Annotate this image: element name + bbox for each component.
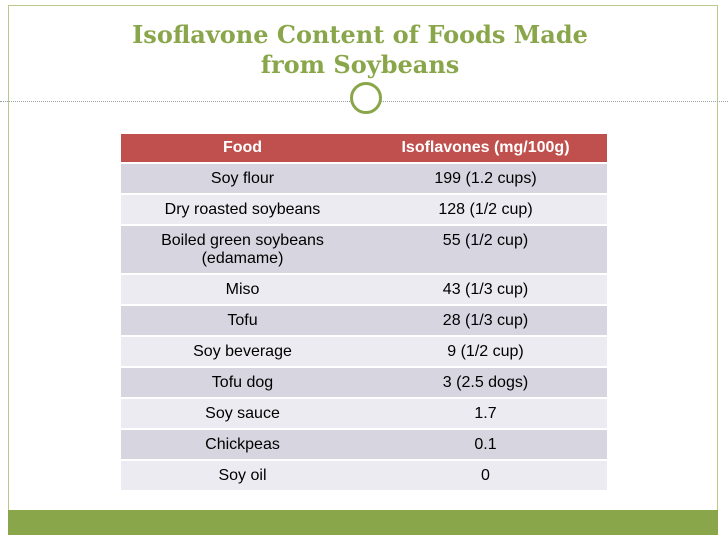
slide-title-line-1: Isoflavone Content of Foods Made: [132, 20, 588, 49]
food-cell: Chickpeas: [121, 428, 364, 460]
slide-title-line-2: from Soybeans: [260, 50, 460, 79]
food-cell: Miso: [121, 273, 364, 305]
food-name-line-2: (edamame): [201, 250, 284, 267]
header-isoflavones: Isoflavones (mg/100g): [364, 134, 607, 163]
value-cell: 128 (1/2 cup): [364, 193, 607, 225]
food-cell: Soy flour: [121, 162, 364, 194]
food-name: Dry roasted soybeans: [164, 201, 321, 218]
food-name: Boiled green soybeans: [161, 232, 324, 249]
slide-title: Isoflavone Content of Foods Made from So…: [90, 20, 630, 80]
food-cell: Tofu dog: [121, 366, 364, 398]
value-cell: 9 (1/2 cup): [364, 335, 607, 367]
table-row: Soy beverage 9 (1/2 cup): [121, 335, 607, 367]
food-name: Tofu dog: [211, 374, 274, 391]
food-cell: Soy oil: [121, 459, 364, 490]
table-row: Tofu 28 (1/3 cup): [121, 304, 607, 336]
table-row: Chickpeas 0.1: [121, 428, 607, 460]
food-name: Soy oil: [218, 467, 267, 484]
isoflavone-table: Food Isoflavones (mg/100g) Soy flour 199…: [121, 134, 607, 490]
food-cell: Boiled green soybeans (edamame): [121, 224, 364, 274]
food-cell: Soy sauce: [121, 397, 364, 429]
value-cell: 3 (2.5 dogs): [364, 366, 607, 398]
value-cell: 55 (1/2 cup): [364, 224, 607, 274]
value-cell: 0: [364, 459, 607, 490]
table-row: Soy oil 0: [121, 459, 607, 490]
food-name: Chickpeas: [205, 436, 280, 453]
value-cell: 199 (1.2 cups): [364, 162, 607, 194]
food-name: Soy sauce: [205, 405, 280, 422]
food-name: Tofu: [227, 312, 258, 329]
circle-ornament-icon: [350, 82, 382, 114]
food-name: Miso: [225, 281, 260, 298]
food-name: Soy beverage: [193, 343, 292, 360]
food-cell: Dry roasted soybeans: [121, 193, 364, 225]
table-header-row: Food Isoflavones (mg/100g): [121, 134, 607, 163]
table-row: Boiled green soybeans (edamame) 55 (1/2 c…: [121, 224, 607, 274]
value-cell: 43 (1/3 cup): [364, 273, 607, 305]
food-cell: Tofu: [121, 304, 364, 336]
table-row: Miso 43 (1/3 cup): [121, 273, 607, 305]
table-row: Tofu dog 3 (2.5 dogs): [121, 366, 607, 398]
value-cell: 1.7: [364, 397, 607, 429]
header-food: Food: [121, 134, 364, 163]
table-row: Soy flour 199 (1.2 cups): [121, 162, 607, 194]
footer-accent-bar: [8, 510, 718, 535]
value-cell: 28 (1/3 cup): [364, 304, 607, 336]
value-cell: 0.1: [364, 428, 607, 460]
food-cell: Soy beverage: [121, 335, 364, 367]
table-row: Dry roasted soybeans 128 (1/2 cup): [121, 193, 607, 225]
food-name: Soy flour: [210, 170, 275, 187]
table-row: Soy sauce 1.7: [121, 397, 607, 429]
